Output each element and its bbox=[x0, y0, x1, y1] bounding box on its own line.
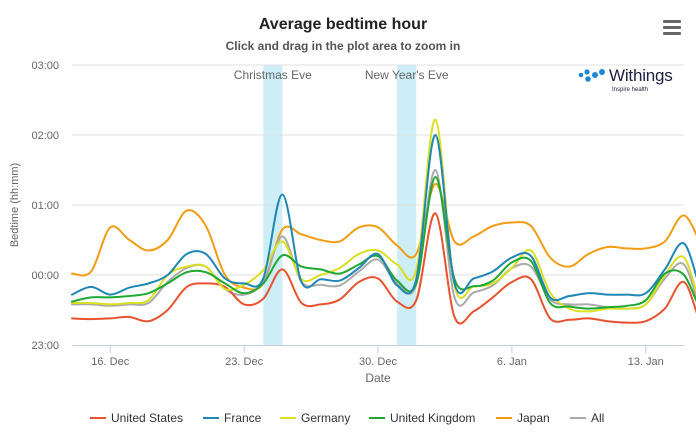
y-tick-label: 23:00 bbox=[31, 340, 59, 352]
legend-item-united-kingdom[interactable]: United Kingdom bbox=[369, 411, 475, 425]
legend-label: All bbox=[591, 411, 604, 425]
series-line-germany[interactable] bbox=[71, 118, 696, 321]
legend-item-japan[interactable]: Japan bbox=[496, 411, 550, 425]
axes: 23:00 00:00 01:00 02:00 03:00 16. Dec 23. Dec 3… bbox=[31, 60, 684, 368]
legend-label: Germany bbox=[301, 411, 350, 425]
legend-label: Japan bbox=[517, 411, 550, 425]
logo-tagline: Inspire health bbox=[612, 87, 649, 93]
logo-wordmark: Withings bbox=[609, 66, 673, 85]
legend-label: United States bbox=[111, 411, 183, 425]
legend-item-france[interactable]: France bbox=[203, 411, 262, 425]
x-axis-title: Date bbox=[365, 371, 391, 385]
legend-label: United Kingdom bbox=[390, 411, 475, 425]
hamburger-menu-icon[interactable] bbox=[660, 16, 684, 38]
x-tick-label: 30. Dec bbox=[359, 356, 397, 368]
menu-bar bbox=[663, 26, 681, 29]
x-tick-label: 13. Jan bbox=[628, 356, 664, 368]
legend-label: France bbox=[224, 411, 262, 425]
plot-band-label: New Year's Eve bbox=[365, 68, 449, 82]
legend-item-all[interactable]: All bbox=[570, 411, 604, 425]
logo-dots-icon bbox=[578, 69, 605, 82]
y-tick-label: 00:00 bbox=[31, 270, 59, 282]
y-tick-label: 01:00 bbox=[31, 200, 59, 212]
series-line-united-states[interactable] bbox=[71, 212, 696, 331]
series-line-japan[interactable] bbox=[71, 182, 696, 291]
y-tick-label: 03:00 bbox=[31, 60, 59, 72]
y-tick-label: 02:00 bbox=[31, 130, 59, 142]
series-line-all[interactable] bbox=[71, 168, 696, 318]
x-tick-label: 23. Dec bbox=[225, 356, 263, 368]
legend-item-united-states[interactable]: United States bbox=[90, 411, 183, 425]
legend-item-germany[interactable]: Germany bbox=[280, 411, 350, 425]
x-tick-label: 6. Jan bbox=[497, 356, 527, 368]
legend[interactable]: United States France Germany United Kingdom… bbox=[90, 411, 604, 425]
chart-title: Average bedtime hour bbox=[259, 16, 427, 33]
series-line-france[interactable] bbox=[71, 133, 696, 302]
chart-subtitle: Click and drag in the plot area to zoom … bbox=[226, 39, 461, 53]
y-axis-title: Bedtime (hh:mm) bbox=[9, 163, 21, 247]
series-lines[interactable] bbox=[71, 118, 696, 332]
grid-lines bbox=[72, 64, 684, 276]
series-line-united-kingdom[interactable] bbox=[71, 175, 696, 318]
x-tick-label: 16. Dec bbox=[91, 356, 129, 368]
menu-bar bbox=[663, 20, 681, 23]
plot-band-label: Christmas Eve bbox=[234, 68, 312, 82]
menu-bar bbox=[663, 32, 681, 35]
withings-logo: Withings Inspire health bbox=[576, 66, 686, 98]
